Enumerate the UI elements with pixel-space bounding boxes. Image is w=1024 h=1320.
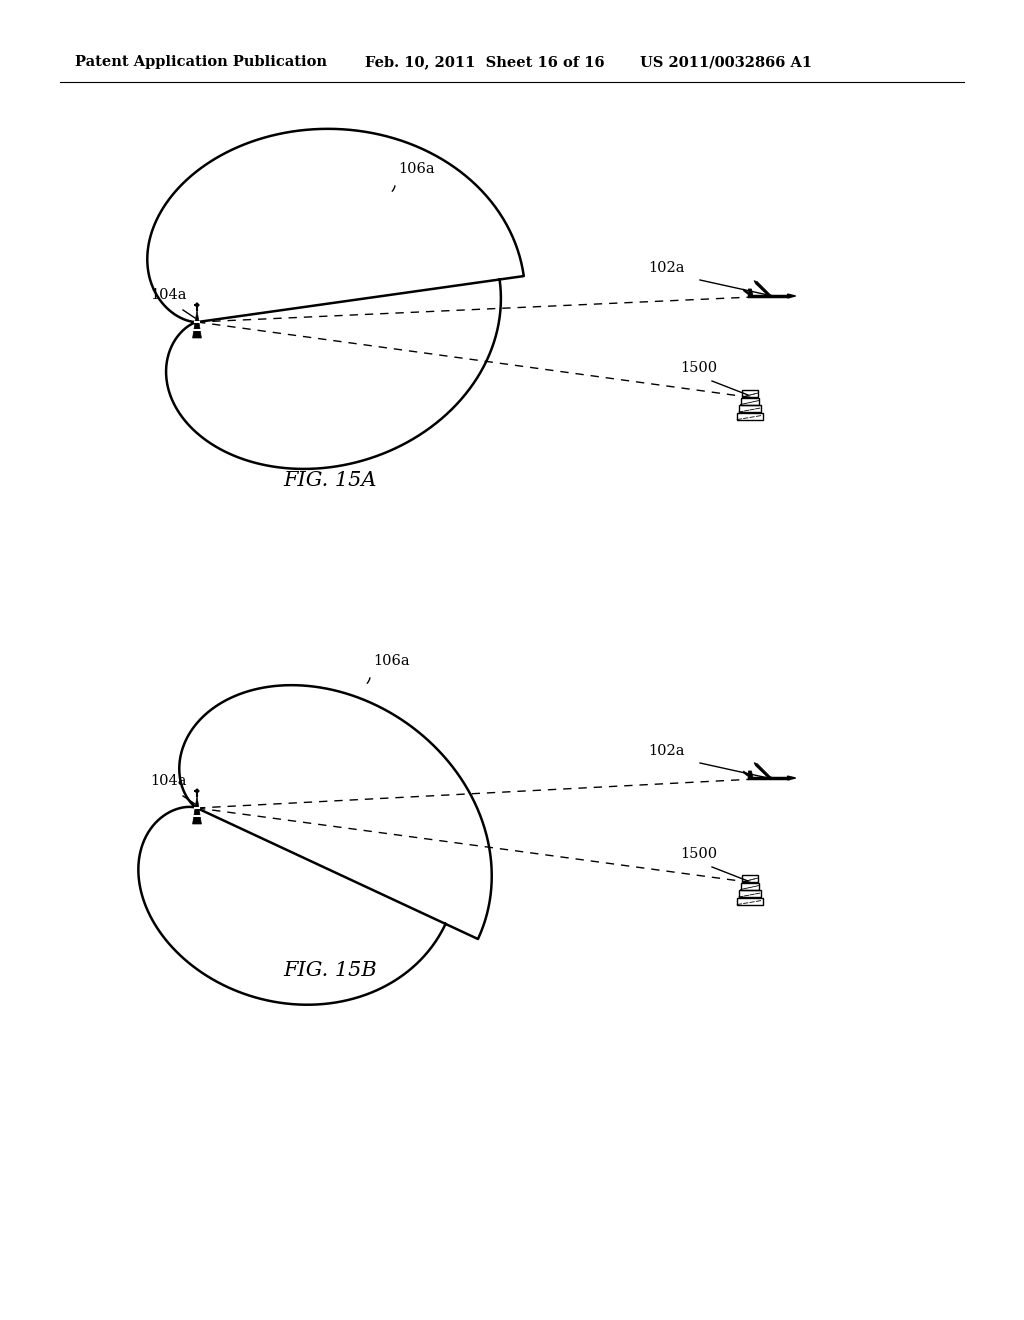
Text: FIG. 15B: FIG. 15B — [283, 961, 377, 979]
Polygon shape — [754, 763, 773, 780]
Polygon shape — [193, 310, 202, 338]
Polygon shape — [749, 771, 753, 777]
Polygon shape — [193, 796, 202, 824]
Polygon shape — [743, 771, 753, 779]
Text: 104a: 104a — [150, 774, 186, 788]
Polygon shape — [743, 289, 753, 297]
Polygon shape — [754, 281, 773, 297]
Text: 1500: 1500 — [680, 360, 717, 375]
Text: 1500: 1500 — [680, 847, 717, 861]
Text: 104a: 104a — [150, 288, 186, 302]
Text: Feb. 10, 2011  Sheet 16 of 16: Feb. 10, 2011 Sheet 16 of 16 — [365, 55, 604, 69]
Text: 102a: 102a — [648, 744, 684, 758]
Text: US 2011/0032866 A1: US 2011/0032866 A1 — [640, 55, 812, 69]
Text: 106a: 106a — [398, 162, 434, 176]
Text: 102a: 102a — [648, 261, 684, 275]
Polygon shape — [787, 294, 796, 298]
Text: 106a: 106a — [373, 653, 410, 668]
Polygon shape — [749, 289, 753, 296]
Text: Patent Application Publication: Patent Application Publication — [75, 55, 327, 69]
Polygon shape — [787, 776, 796, 780]
Text: FIG. 15A: FIG. 15A — [284, 470, 377, 490]
